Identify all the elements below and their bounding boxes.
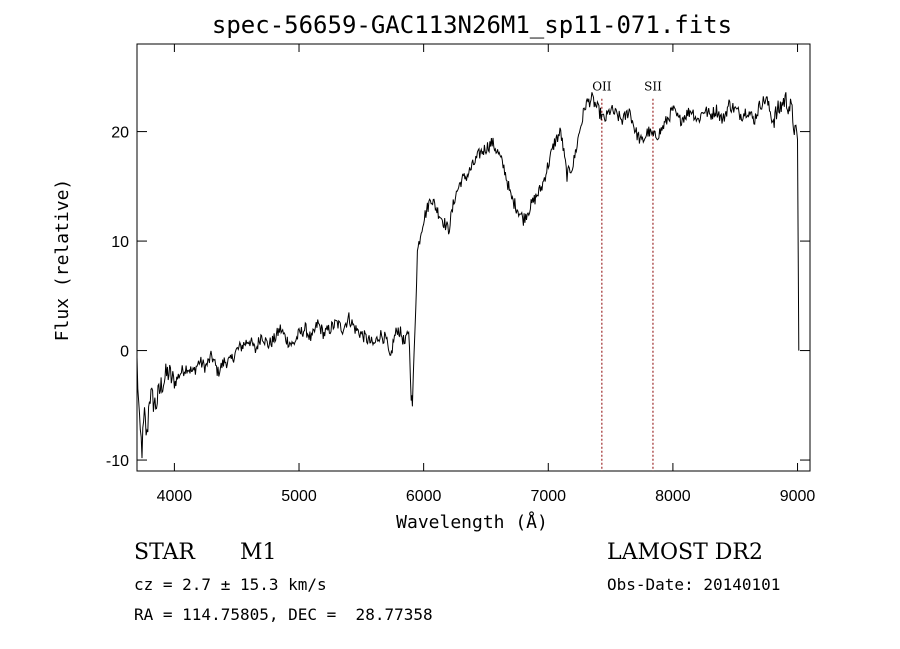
plot-frame <box>136 43 811 472</box>
x-tick-label: 4000 <box>157 488 193 505</box>
y-tick-label: -10 <box>106 453 129 470</box>
y-axis: -10 0 10 20 <box>106 125 810 470</box>
y-tick-label: 20 <box>111 125 129 142</box>
emission-line-markers: OII SII <box>592 80 662 471</box>
chart-title: spec-56659-GAC113N26M1_sp11-071.fits <box>212 11 732 39</box>
x-tick-label: 6000 <box>406 488 442 505</box>
y-tick-label: 10 <box>111 234 129 251</box>
line-marker-label: OII <box>592 80 612 94</box>
x-tick-label: 5000 <box>281 488 317 505</box>
spectrum-series-line <box>136 92 800 459</box>
observation-date: Obs-Date: 20140101 <box>607 575 781 594</box>
x-axis-label: Wavelength (Å) <box>396 511 548 533</box>
object-class: STAR <box>134 540 195 565</box>
y-tick-label: 0 <box>120 344 129 361</box>
survey-name: LAMOST DR2 <box>607 540 763 565</box>
object-subclass: M1 <box>240 540 277 565</box>
redshift-cz: cz = 2.7 ± 15.3 km/s <box>134 575 327 594</box>
line-marker-label: SII <box>644 80 662 94</box>
x-tick-label: 7000 <box>530 488 566 505</box>
x-axis: 4000 5000 6000 7000 8000 9000 <box>157 44 816 505</box>
x-tick-label: 8000 <box>655 488 691 505</box>
coordinates: RA = 114.75805, DEC = 28.77358 <box>134 605 433 624</box>
x-tick-label: 9000 <box>780 488 816 505</box>
y-axis-label: Flux (relative) <box>52 179 73 342</box>
